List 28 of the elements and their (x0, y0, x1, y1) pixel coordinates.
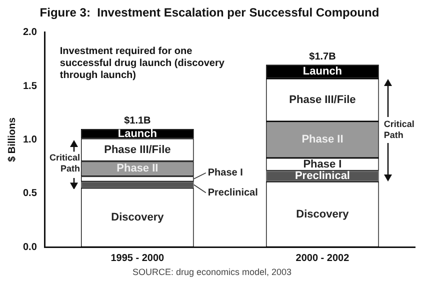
source-note: SOURCE: drug economics model, 2003 (132, 266, 292, 277)
series-label: Phase I (303, 158, 342, 170)
y-tick-label: 2.0 (22, 27, 38, 38)
text: Phase I (208, 168, 243, 179)
total-label: $1.7B (309, 51, 336, 62)
y-tick-label: 1.0 (22, 134, 38, 146)
text: Preclinical (208, 188, 258, 199)
y-tick-label: 1.5 (22, 80, 38, 92)
x-tick-label: 1995 - 2000 (110, 252, 165, 264)
y-tick-label: 0.5 (22, 188, 38, 200)
series-label: Phase III/File (104, 144, 171, 156)
annotation: Critical Path (384, 119, 414, 140)
series-label: Preclinical (294, 170, 350, 182)
x-tick-label: 2000 - 2002 (296, 252, 350, 264)
text: Discovery (296, 208, 349, 220)
total-label: $1.1B (124, 116, 151, 127)
annotation: Investment required for one successful drug launch (discovery through launch) (60, 46, 225, 82)
series-label: Phase II (116, 162, 158, 175)
text: Launch (118, 128, 157, 140)
annotation: Critical Path (49, 152, 80, 174)
text: Phase II (302, 134, 344, 146)
y-tick-label: 0.0 (22, 242, 38, 253)
text: Phase III/File (289, 94, 356, 106)
series-label: Discovery (111, 212, 165, 224)
y-axis-title: $ Billions (6, 117, 18, 162)
bar (80, 182, 194, 188)
series-label: Launch (302, 66, 342, 78)
chart-title: Figure 3: Investment Escalation per Successful Compound (40, 6, 380, 20)
